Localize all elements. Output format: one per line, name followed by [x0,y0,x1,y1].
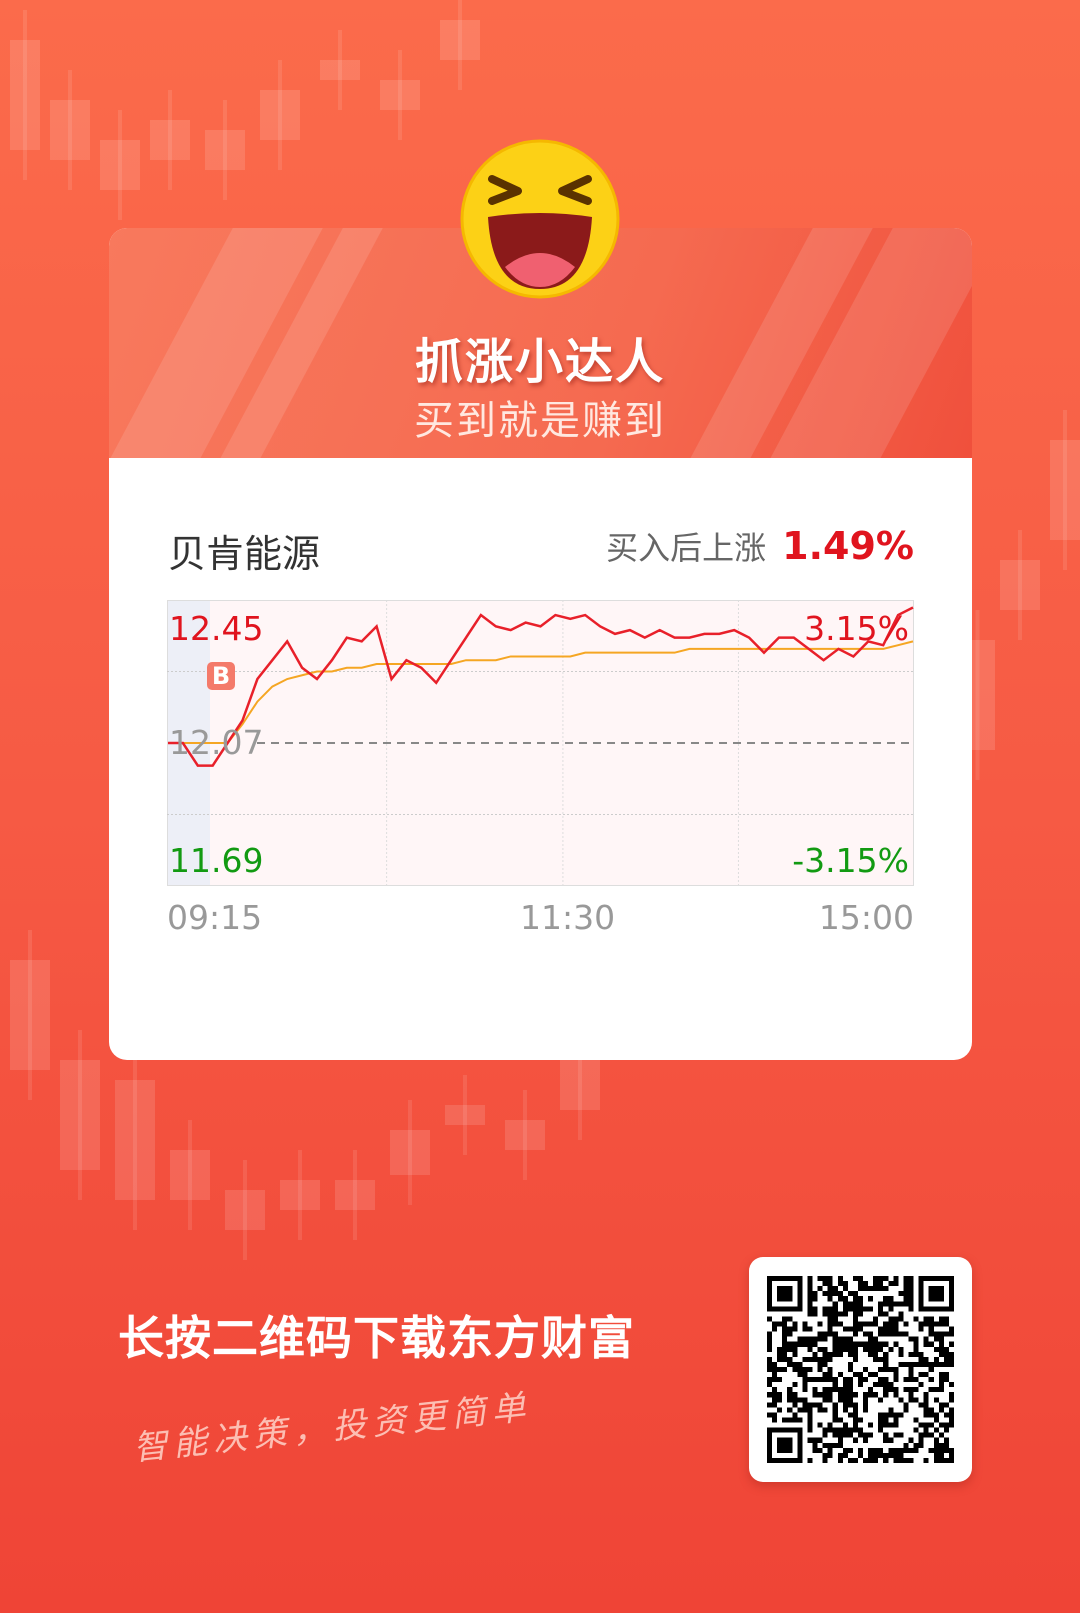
candle [150,120,190,160]
candle [100,140,140,190]
candle-wick [463,1075,467,1155]
candle-wick [278,60,282,170]
candle [320,60,360,80]
rise-info: 买入后上涨 1.49% [606,523,914,569]
candle-wick [408,1100,412,1205]
candle [225,1190,265,1230]
x-label-mid: 11:30 [520,898,616,937]
candle-wick [975,610,980,780]
candle [10,40,40,150]
candle-wick [118,110,122,220]
buy-marker: B [207,662,235,690]
x-label-start: 09:15 [167,898,263,937]
y-low-label: 11.69 [169,841,263,880]
buy-marker-label: B [212,662,230,690]
candle-wick [523,1090,527,1180]
header-subtitle: 买到就是赚到 [414,398,666,444]
qr-code[interactable] [749,1257,972,1482]
candle-wick [188,1120,192,1230]
candle-wick [458,0,462,90]
stock-name: 贝肯能源 [168,532,321,576]
header-title: 抓涨小达人 [414,334,665,390]
candle [260,90,300,140]
candle [440,20,480,60]
rise-value: 1.49% [782,524,914,568]
price-line [168,606,914,767]
candle [380,80,420,110]
candle-wick [338,30,342,110]
candle-wick [68,70,72,190]
pct-low-label: -3.15% [792,841,909,880]
candle-wick [28,930,32,1100]
y-base-label: 12.07 [169,723,263,762]
x-label-end: 15:00 [818,898,914,937]
qr-code-icon [767,1276,954,1463]
candle [560,1060,600,1110]
candle-wick [353,1150,357,1240]
candle-wick [398,50,402,140]
candle-wick [23,10,27,180]
y-high-label: 12.45 [169,609,263,648]
candle [115,1080,155,1200]
candle-wick [1063,410,1067,570]
avg-price-line [168,640,914,744]
candle-wick [168,90,172,190]
candle [10,960,50,1070]
candle [280,1180,320,1210]
candle [505,1120,545,1150]
candle-wick [243,1160,247,1260]
candle [445,1105,485,1125]
intraday-chart: B 12.45 12.07 11.69 3.15% -3.15% [167,600,914,886]
candle-wick [298,1150,302,1240]
candle [50,100,90,160]
candle [1000,560,1040,610]
candle-wick [578,1030,582,1140]
pct-high-label: 3.15% [804,609,909,648]
candle-wick [223,100,227,200]
candle [60,1060,100,1170]
candle [1050,440,1080,540]
candle-wick [1018,530,1022,640]
download-cta: 长按二维码下载东方财富 [118,1311,635,1365]
rise-label: 买入后上涨 [606,529,767,567]
candle-wick [78,1030,82,1200]
candle [170,1150,210,1200]
candle [390,1130,430,1175]
candle-wick [133,1050,137,1230]
candle [335,1180,375,1210]
candle [205,130,245,170]
laughing-face-icon [460,139,620,299]
